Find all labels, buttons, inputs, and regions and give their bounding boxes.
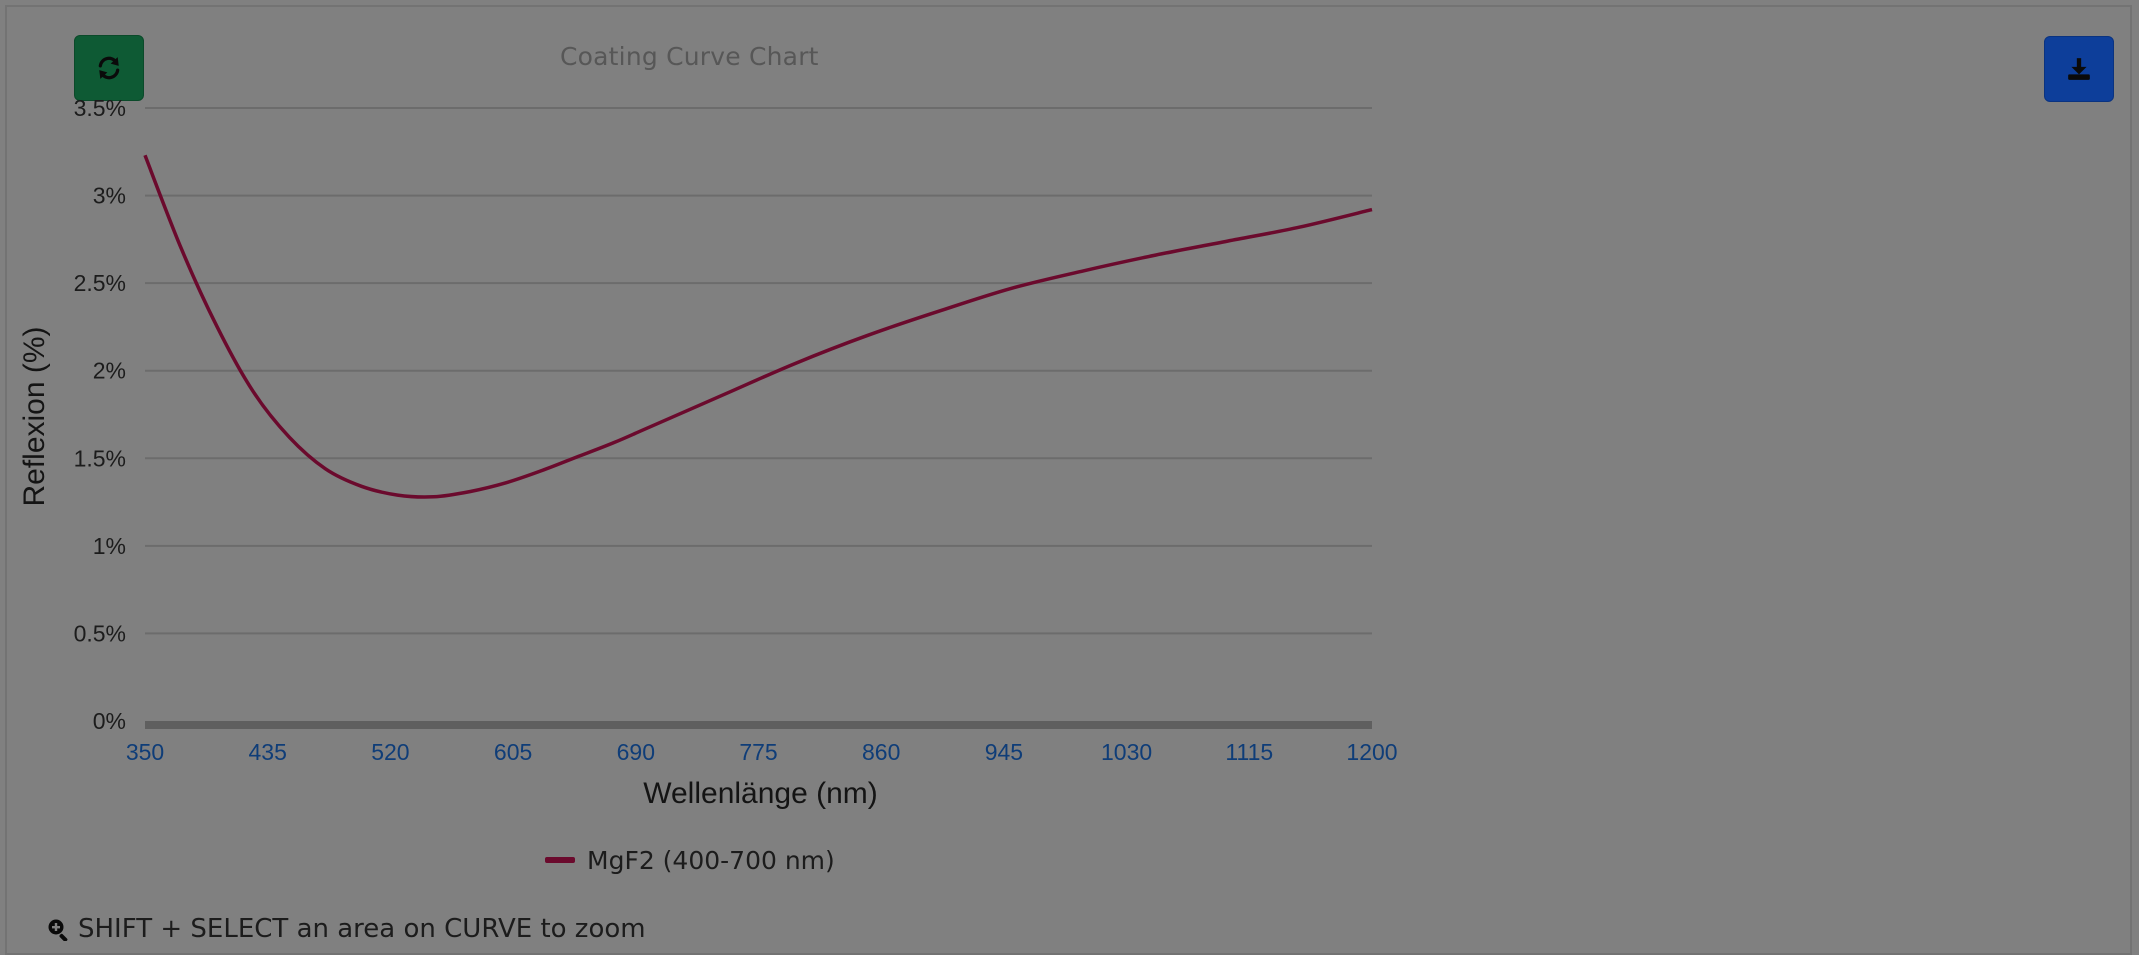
zoom-in-icon	[48, 919, 68, 941]
y-tick-label: 1%	[93, 533, 126, 559]
y-tick-label: 2%	[93, 358, 126, 384]
y-tick-label: 2.5%	[74, 270, 126, 296]
x-tick-label: 690	[617, 739, 655, 765]
download-icon	[2068, 58, 2090, 80]
chart-container	[5, 5, 2132, 955]
x-tick-label: 435	[249, 739, 287, 765]
x-tick-label: 605	[494, 739, 532, 765]
legend-swatch	[545, 857, 575, 863]
chart-title: Coating Curve Chart	[560, 42, 819, 71]
x-axis-line	[145, 721, 1372, 729]
y-tick-label: 0%	[93, 708, 126, 734]
y-tick-label: 3.5%	[74, 95, 126, 121]
x-tick-label: 1030	[1101, 739, 1152, 765]
x-tick-label: 860	[862, 739, 900, 765]
x-tick-label: 350	[126, 739, 164, 765]
x-tick-label: 520	[371, 739, 409, 765]
x-tick-label: 775	[739, 739, 777, 765]
legend-label[interactable]: MgF2 (400-700 nm)	[587, 846, 835, 875]
download-button[interactable]	[2044, 36, 2114, 102]
y-tick-label: 3%	[93, 183, 126, 209]
refresh-button[interactable]	[74, 35, 144, 101]
x-tick-label: 945	[985, 739, 1023, 765]
y-tick-label: 0.5%	[74, 620, 126, 646]
y-axis-title: Reflexion (%)	[18, 326, 51, 506]
refresh-icon	[98, 56, 120, 80]
y-tick-label: 1.5%	[74, 445, 126, 471]
x-tick-label: 1200	[1346, 739, 1397, 765]
x-axis-title: Wellenlänge (nm)	[643, 777, 878, 810]
series-line[interactable]	[143, 154, 1373, 499]
x-tick-label: 1115	[1225, 739, 1273, 765]
zoom-hint: SHIFT + SELECT an area on CURVE to zoom	[46, 914, 646, 944]
zoom-hint-text: SHIFT + SELECT an area on CURVE to zoom	[78, 914, 646, 944]
